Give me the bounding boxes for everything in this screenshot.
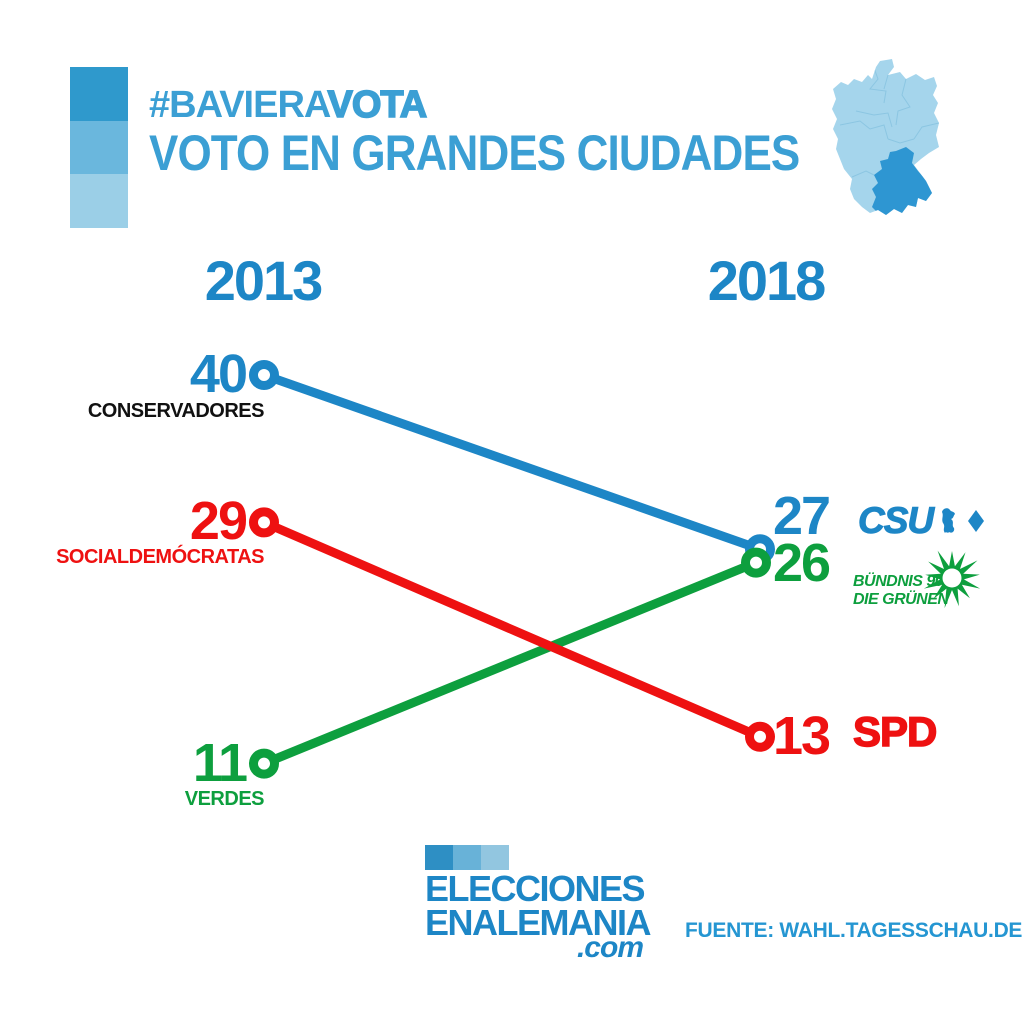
hashtag-line: #BAVIERAVOTA bbox=[149, 83, 428, 127]
value-verdes-2013: 11 bbox=[192, 732, 248, 793]
label-conservadores: CONSERVADORES bbox=[87, 400, 265, 422]
header-accent-bar bbox=[70, 67, 128, 229]
data-point-marker bbox=[249, 360, 279, 390]
data-point-marker bbox=[249, 748, 279, 779]
footer-square bbox=[425, 845, 453, 870]
label-socialdemocratas: SOCIALDEMÓCRATAS bbox=[56, 546, 264, 568]
data-point-marker bbox=[741, 547, 771, 578]
csu-logo: CSU bbox=[857, 500, 985, 542]
footer-square bbox=[453, 845, 481, 870]
page-title: VOTO EN GRANDES CIUDADES bbox=[149, 125, 800, 181]
state-borders bbox=[839, 67, 939, 178]
gruene-logo: BÜNDNIS 90 DIE GRÜNEN bbox=[853, 549, 983, 621]
value-socialdemocratas-2013: 29 bbox=[189, 490, 248, 551]
slope-line-socialdemócratas bbox=[262, 518, 762, 741]
accent-bar-segment bbox=[70, 67, 128, 121]
slope-line-conservadores bbox=[262, 370, 762, 554]
value-spd-2018: 13 bbox=[773, 705, 831, 766]
footer-logo-line2: ENALEMANIA bbox=[425, 902, 651, 944]
value-gruene-2018: 26 bbox=[773, 532, 831, 593]
value-conservadores-2013: 40 bbox=[189, 343, 248, 404]
data-point-marker bbox=[745, 721, 775, 752]
csu-logo-text: CSU bbox=[857, 500, 934, 542]
hashtag-prefix: #BAVIERA bbox=[149, 84, 329, 126]
gruene-logo-line2: DIE GRÜNEN bbox=[853, 590, 949, 608]
hashtag-bold: VOTA bbox=[327, 83, 428, 127]
footer-logo-line2-main: ALEMANIA bbox=[472, 902, 651, 943]
gruene-logo-line1: BÜNDNIS 90 bbox=[853, 573, 944, 590]
year-label-2013: 2013 bbox=[204, 249, 324, 312]
value-csu-2018: 27 bbox=[773, 485, 831, 546]
germany-map bbox=[832, 59, 939, 215]
sunflower-icon bbox=[923, 550, 981, 609]
gruene-logo-text: BÜNDNIS 90 DIE GRÜNEN bbox=[853, 573, 949, 608]
spd-logo: SPD bbox=[852, 707, 938, 756]
label-verdes: VERDES bbox=[184, 788, 265, 810]
year-label-2018: 2018 bbox=[707, 249, 827, 312]
data-point-marker bbox=[249, 507, 279, 538]
source-credit: FUENTE: WAHL.TAGESSCHAU.DE bbox=[685, 919, 1023, 942]
slope-line-verdes bbox=[262, 558, 758, 768]
footer-logo-line1: ELECCIONES bbox=[425, 868, 646, 909]
csu-lion-icon bbox=[942, 508, 956, 533]
accent-bar-segment bbox=[70, 120, 128, 175]
footer-logo-line2-prefix: EN bbox=[425, 902, 474, 943]
footer-logo-tld: .com bbox=[576, 931, 644, 964]
footer-square bbox=[481, 845, 509, 870]
csu-diamond-icon bbox=[968, 510, 985, 532]
footer-logo-squares bbox=[425, 845, 509, 870]
accent-bar-segment bbox=[70, 174, 128, 229]
